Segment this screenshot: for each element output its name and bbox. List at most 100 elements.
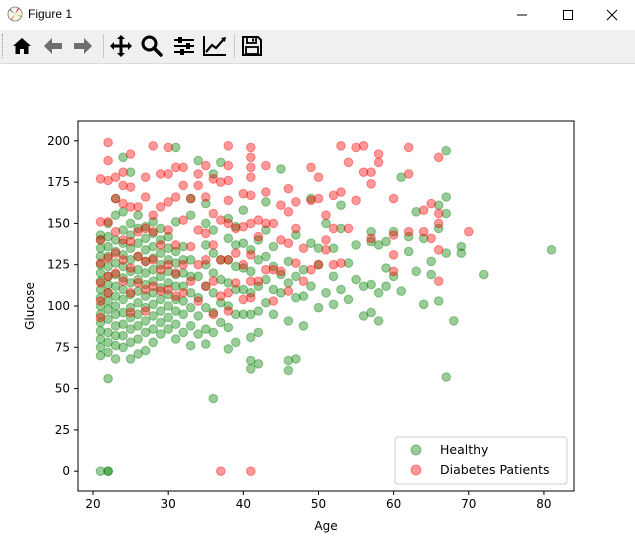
pan-button[interactable] — [108, 33, 134, 59]
healthy-point — [140, 245, 151, 255]
healthy-point — [411, 266, 422, 277]
healthy-point — [163, 312, 173, 323]
y-tick-label: 0 — [62, 464, 70, 478]
diabetes-point — [125, 149, 136, 159]
close-button[interactable] — [589, 0, 635, 30]
healthy-point — [231, 309, 241, 320]
figure-canvas[interactable]: 20 30 40 50 60 70 80 0 25 50 75 100 125 150 175 200 Ag… — [0, 64, 635, 541]
diabetes-point — [140, 192, 151, 202]
diabetes-point — [433, 218, 444, 229]
healthy-point — [103, 373, 113, 384]
healthy-point — [276, 269, 286, 280]
back-button[interactable] — [40, 33, 66, 59]
healthy-point — [110, 291, 121, 301]
maximize-button[interactable] — [545, 0, 591, 30]
healthy-point — [155, 294, 166, 305]
healthy-point — [208, 169, 219, 179]
healthy-point — [298, 321, 309, 331]
diabetes-point — [140, 256, 151, 267]
diabetes-point — [298, 276, 309, 287]
healthy-point — [298, 291, 309, 301]
healthy-point — [366, 226, 376, 237]
x-axis-label: Age — [314, 519, 337, 533]
legend-label-diabetes: Diabetes Patients — [440, 462, 550, 477]
healthy-point — [306, 238, 316, 248]
diabetes-point — [328, 190, 339, 201]
healthy-point — [118, 294, 128, 305]
healthy-point — [95, 243, 106, 253]
diabetes-point — [313, 259, 324, 270]
diabetes-point — [133, 202, 143, 212]
healthy-point — [125, 337, 136, 348]
healthy-point — [185, 271, 196, 282]
diabetes-point — [321, 235, 331, 245]
healthy-point — [133, 264, 143, 275]
diabetes-point — [110, 193, 121, 204]
diabetes-point — [155, 264, 166, 275]
diabetes-point — [95, 258, 106, 268]
healthy-point — [163, 289, 173, 300]
x-tick-label: 80 — [536, 497, 551, 511]
diabetes-point — [95, 296, 106, 306]
healthy-point — [118, 225, 128, 235]
healthy-point — [163, 324, 173, 334]
healthy-point — [148, 217, 158, 227]
diabetes-point — [103, 217, 113, 227]
diabetes-point — [366, 233, 376, 244]
healthy-point — [238, 238, 249, 248]
healthy-point — [358, 311, 369, 321]
x-tick-label: 50 — [311, 497, 326, 511]
diabetes-point — [321, 210, 331, 220]
edit-axis-button[interactable] — [202, 33, 228, 59]
healthy-point — [253, 235, 264, 245]
healthy-point — [103, 314, 113, 325]
minimize-icon — [517, 14, 527, 16]
diabetes-point — [185, 276, 196, 287]
healthy-point — [170, 281, 181, 292]
healthy-point — [140, 345, 151, 356]
healthy-point — [110, 281, 121, 292]
healthy-point — [336, 284, 346, 295]
healthy-point — [118, 330, 128, 341]
zoom-icon — [141, 35, 163, 57]
healthy-point — [546, 245, 557, 255]
home-button[interactable] — [9, 33, 35, 59]
y-axis: 0 25 50 75 100 125 150 175 200 — [47, 134, 78, 478]
diabetes-point — [373, 157, 384, 168]
minimize-button[interactable] — [499, 0, 545, 30]
healthy-point — [110, 246, 121, 257]
healthy-point — [373, 316, 384, 326]
healthy-point — [283, 256, 294, 267]
configure-subplots-button[interactable] — [171, 33, 197, 59]
save-button[interactable] — [239, 33, 265, 59]
healthy-point — [201, 281, 211, 292]
window-title: Figure 1 — [28, 7, 73, 21]
diabetes-point — [223, 254, 234, 265]
healthy-point — [441, 372, 452, 382]
forward-button[interactable] — [70, 33, 96, 59]
diabetes-point — [178, 180, 188, 191]
healthy-point — [291, 292, 301, 303]
healthy-point — [441, 208, 452, 219]
healthy-point — [118, 342, 128, 353]
healthy-point — [103, 347, 113, 358]
diabetes-point — [238, 188, 249, 199]
healthy-point — [268, 241, 279, 252]
diabetes-point — [216, 254, 226, 265]
healthy-point — [125, 167, 136, 177]
diabetes-point — [246, 218, 256, 229]
zoom-button[interactable] — [139, 33, 165, 59]
matplotlib-icon — [7, 6, 23, 22]
healthy-point — [103, 261, 113, 272]
healthy-point — [261, 225, 271, 235]
diabetes-point — [268, 264, 279, 275]
diabetes-point — [246, 292, 256, 303]
diabetes-point — [133, 251, 143, 262]
diabetes-point — [283, 286, 294, 296]
healthy-point — [313, 302, 324, 313]
diabetes-point — [433, 245, 444, 255]
diabetes-point — [351, 195, 361, 206]
diabetes-point — [298, 243, 309, 253]
healthy-point — [396, 286, 407, 296]
healthy-point — [178, 268, 188, 278]
